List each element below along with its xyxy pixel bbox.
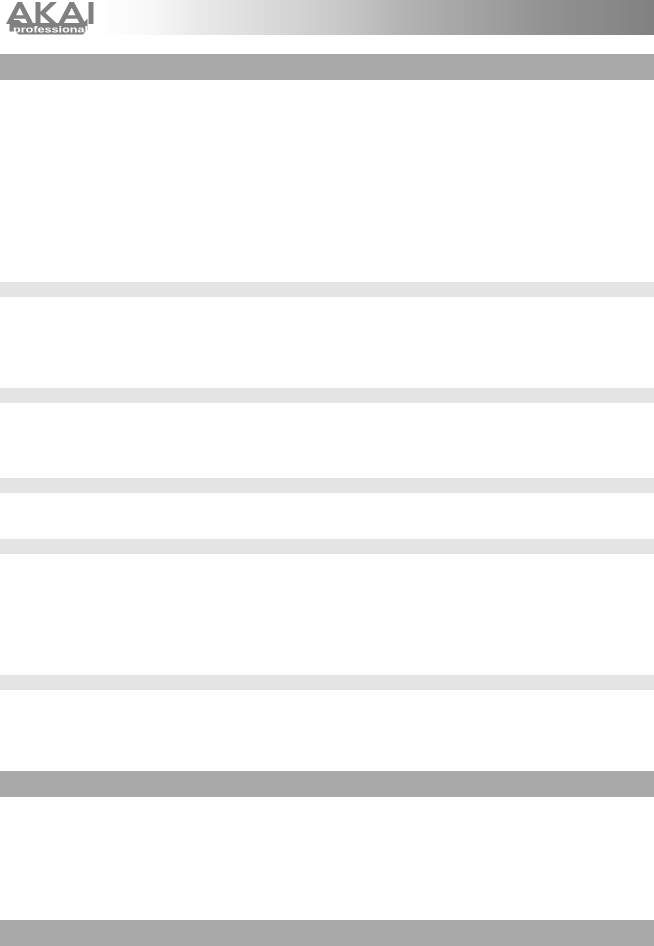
svg-text:professional: professional [13,24,88,34]
